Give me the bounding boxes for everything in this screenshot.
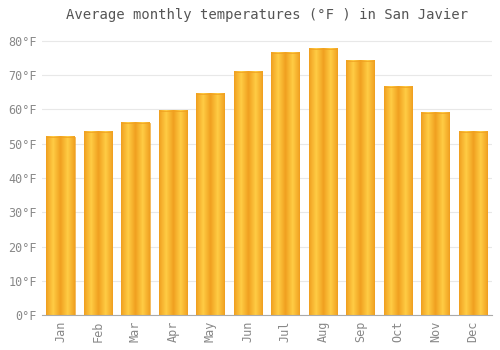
Bar: [309, 49, 337, 315]
Bar: [159, 111, 187, 315]
Bar: [122, 123, 150, 315]
Title: Average monthly temperatures (°F ) in San Javier: Average monthly temperatures (°F ) in Sa…: [66, 8, 468, 22]
Bar: [196, 94, 224, 315]
Bar: [422, 113, 450, 315]
Bar: [272, 53, 299, 315]
Bar: [346, 61, 374, 315]
Bar: [84, 132, 112, 315]
Bar: [234, 72, 262, 315]
Bar: [459, 132, 487, 315]
Bar: [46, 137, 74, 315]
Bar: [384, 87, 412, 315]
